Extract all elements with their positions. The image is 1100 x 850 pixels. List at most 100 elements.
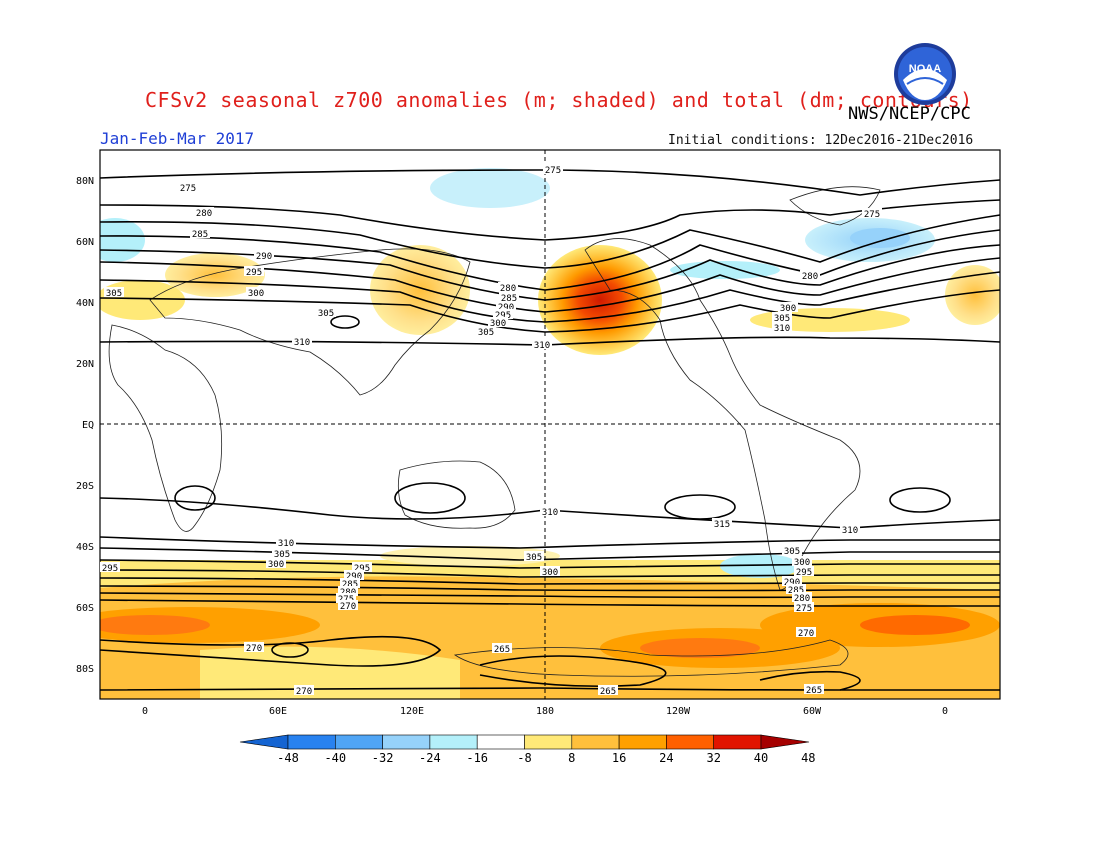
colorbar-tick-label: 16 — [612, 751, 626, 765]
latitude-axis: 80N 60N 40N 20N EQ 20S 40S 60S 80S — [76, 176, 94, 675]
contour-label: 295 — [244, 266, 264, 278]
contour-label: 300 — [540, 566, 560, 578]
contour-label: 280 — [800, 270, 820, 282]
initial-conditions: Initial conditions: 12Dec2016-21Dec2016 — [668, 133, 974, 148]
svg-text:315: 315 — [714, 520, 730, 530]
contour-label: 295 — [352, 562, 372, 574]
coastlines — [108, 186, 881, 677]
contour-label: 310 — [292, 336, 312, 348]
svg-text:290: 290 — [498, 303, 514, 313]
colorbar-segment — [666, 734, 715, 750]
contour-label: 290 — [782, 576, 802, 588]
colorbar-tick-label: -24 — [419, 751, 441, 765]
lat-label: 20N — [76, 359, 94, 370]
lat-label: 40N — [76, 298, 94, 309]
contour-label: 305 — [772, 312, 792, 324]
svg-text:305: 305 — [526, 553, 542, 563]
contour-label: 290 — [344, 570, 364, 582]
contour-label: 270 — [338, 600, 358, 612]
svg-text:285: 285 — [501, 294, 517, 304]
contour-label: 310 — [772, 322, 792, 334]
svg-text:305: 305 — [784, 547, 800, 557]
svg-text:285: 285 — [342, 580, 358, 590]
lat-label: EQ — [82, 420, 94, 431]
svg-text:305: 305 — [318, 309, 334, 319]
svg-text:300: 300 — [248, 289, 264, 299]
height-contours — [100, 169, 1000, 691]
plot-frame — [99, 149, 1001, 700]
contour-label: 270 — [796, 627, 816, 639]
lat-label: 60S — [76, 603, 94, 614]
colorbar-segment — [429, 734, 478, 750]
contour-label: 290 — [496, 301, 516, 313]
svg-text:310: 310 — [774, 324, 790, 334]
colorbar-segment — [618, 734, 667, 750]
colorbar-tick-label: 48 — [801, 751, 815, 765]
svg-text:290: 290 — [256, 252, 272, 262]
svg-text:270: 270 — [340, 602, 356, 612]
contour-label: 275 — [862, 208, 882, 220]
lat-label: 40S — [76, 542, 94, 553]
contour-label: 275 — [794, 602, 814, 614]
lon-label: 60W — [803, 706, 822, 717]
svg-text:290: 290 — [346, 572, 362, 582]
svg-text:295: 295 — [246, 268, 262, 278]
svg-text:305: 305 — [106, 289, 122, 299]
svg-text:275: 275 — [864, 210, 880, 220]
lon-label: 0 — [942, 706, 948, 717]
lat-label: 60N — [76, 237, 94, 248]
contour-label: 285 — [190, 228, 210, 240]
svg-text:305: 305 — [478, 328, 494, 338]
svg-text:295: 295 — [354, 564, 370, 574]
contour-labels: 275 275 275 280 280 280 285 285 290 290 … — [100, 164, 882, 697]
svg-text:275: 275 — [796, 604, 812, 614]
colorbar-tick-label: -32 — [372, 751, 394, 765]
contour-label: 295 — [794, 566, 814, 578]
colorbar-segment — [713, 734, 762, 750]
colorbar-tick-label: -16 — [466, 751, 488, 765]
svg-text:265: 265 — [494, 645, 510, 655]
colorbar-segment — [476, 734, 525, 750]
svg-text:300: 300 — [794, 558, 810, 568]
lon-label: 60E — [269, 706, 287, 717]
svg-text:310: 310 — [294, 338, 310, 348]
contour-label: 300 — [792, 556, 812, 568]
contour-label: 300 — [488, 317, 508, 329]
chart-title: CFSv2 seasonal z700 anomalies (m; shaded… — [145, 88, 973, 112]
contour-label: 305 — [316, 307, 336, 319]
contour-label: 305 — [476, 326, 496, 338]
svg-text:310: 310 — [278, 539, 294, 549]
colorbar-segment — [382, 734, 431, 750]
contour-label: 310 — [540, 506, 560, 518]
colorbar-segment — [334, 734, 383, 750]
contour-label: 305 — [782, 545, 802, 557]
svg-text:310: 310 — [534, 341, 550, 351]
svg-text:295: 295 — [102, 564, 118, 574]
noaa-logo-icon: NOAA — [894, 43, 956, 105]
svg-text:300: 300 — [780, 304, 796, 314]
lon-label: 0 — [142, 706, 148, 717]
colorbar-arrow-high — [760, 734, 810, 750]
lat-label: 20S — [76, 481, 94, 492]
svg-text:275: 275 — [180, 184, 196, 194]
colorbar-tick-label: -8 — [517, 751, 531, 765]
svg-text:305: 305 — [274, 550, 290, 560]
contour-label: 265 — [492, 643, 512, 655]
svg-text:300: 300 — [268, 560, 284, 570]
contour-label: 300 — [778, 302, 798, 314]
colorbar-tick-label: 40 — [754, 751, 768, 765]
colorbar-segment — [287, 734, 336, 750]
colorbar: -48 -40 -32 -24 -16 -8 8 16 24 32 40 48 — [239, 734, 816, 765]
colorbar-tick-label: -48 — [277, 751, 299, 765]
svg-text:270: 270 — [246, 644, 262, 654]
svg-text:285: 285 — [788, 586, 804, 596]
contour-label: 280 — [194, 207, 214, 219]
contour-label: 270 — [244, 642, 264, 654]
svg-text:265: 265 — [600, 687, 616, 697]
lon-label: 120E — [400, 706, 424, 717]
lat-label: 80N — [76, 176, 94, 187]
svg-text:300: 300 — [542, 568, 558, 578]
contour-label: 270 — [294, 685, 314, 697]
forecast-period: Jan-Feb-Mar 2017 — [100, 129, 255, 148]
